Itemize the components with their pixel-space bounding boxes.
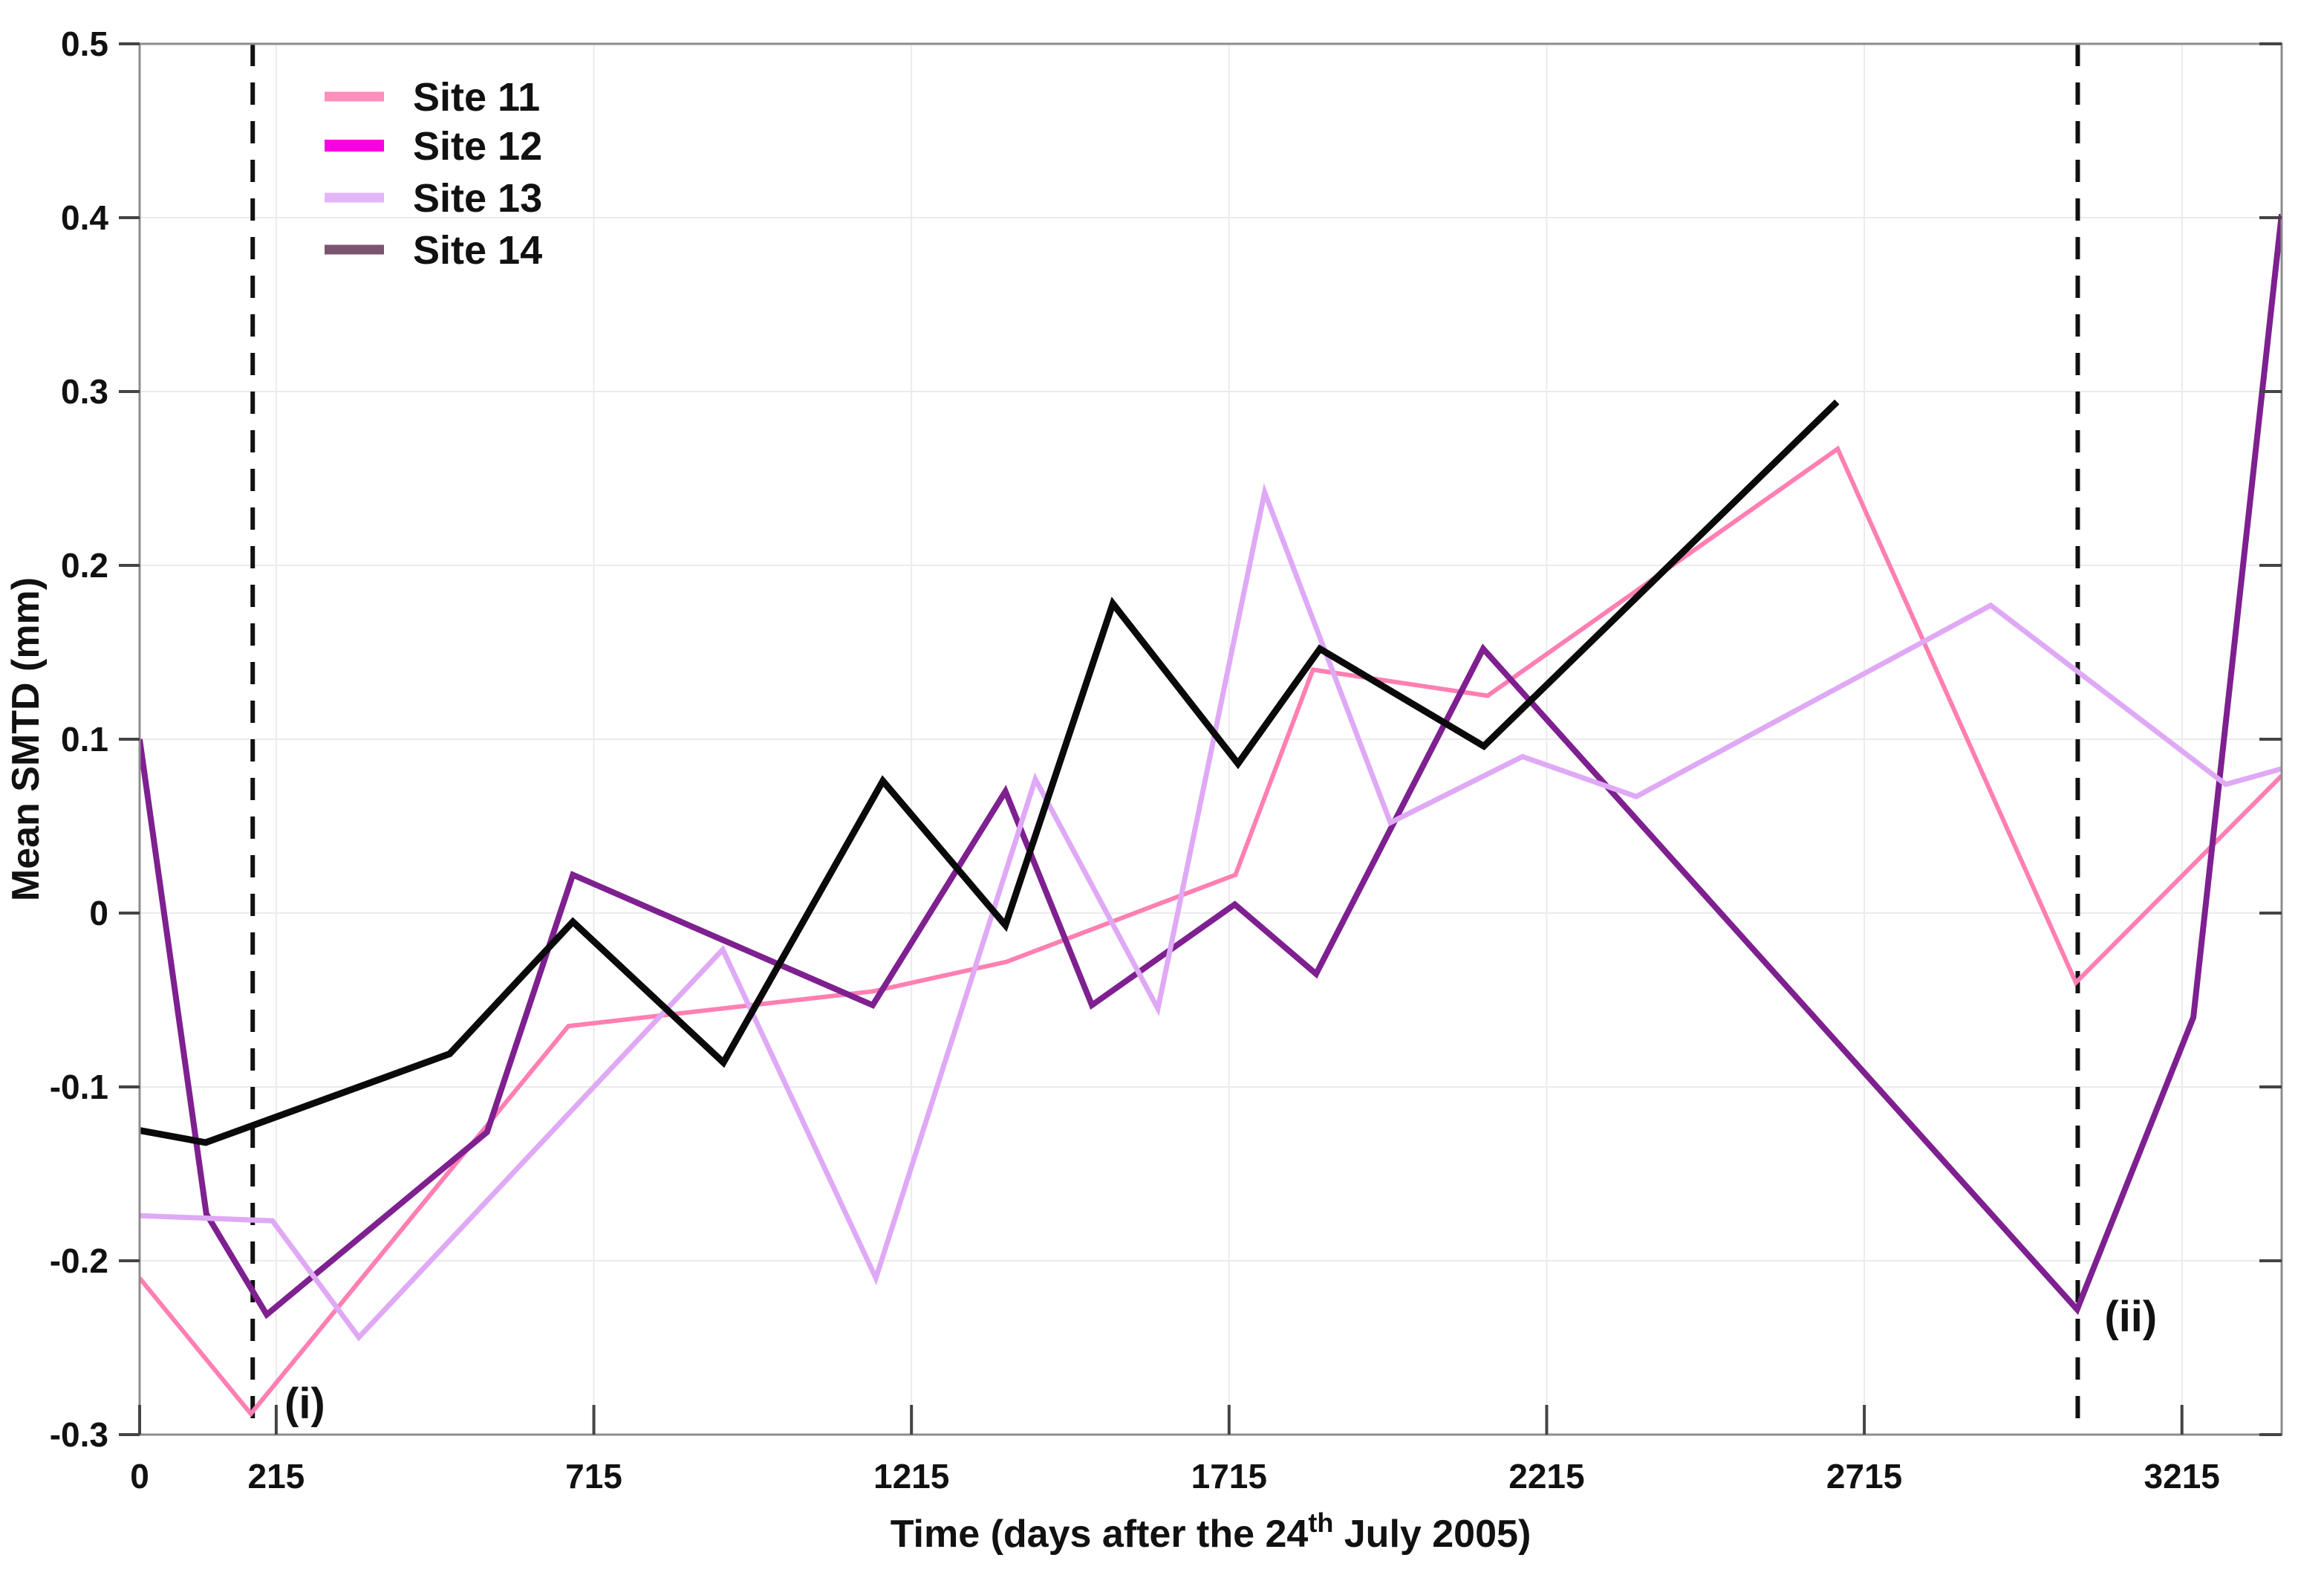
- x-axis-title: Time (days after the 24th July 2005): [891, 1507, 1532, 1556]
- series-line-site-14: [140, 399, 1840, 1146]
- annotations-group: (i) (ii): [284, 1293, 2157, 1428]
- annotation-label-ii: (ii): [2104, 1293, 2157, 1341]
- y-tick-label: 0.4: [61, 198, 108, 237]
- y-tick-label: -0.3: [50, 1415, 108, 1454]
- series-line-site-12: [140, 213, 2282, 1319]
- x-tick-label: 1715: [1191, 1457, 1267, 1496]
- x-tick-label: 715: [565, 1457, 622, 1496]
- y-tick-label: -0.2: [50, 1241, 108, 1280]
- legend-label-site-12: Site 12: [413, 124, 542, 169]
- y-tick-label: 0.2: [61, 546, 108, 585]
- series-line-site-11: [140, 445, 2282, 1418]
- legend-label-site-11: Site 11: [413, 75, 540, 120]
- x-tick-label: 1215: [873, 1457, 949, 1496]
- ticks-group: [119, 42, 2282, 1436]
- dashed-markers-group: [250, 44, 2080, 1435]
- legend-label-site-14: Site 14: [413, 228, 542, 273]
- y-axis-title: Mean SMTD (mm): [4, 577, 48, 901]
- y-tick-label: 0.1: [61, 720, 108, 759]
- x-tick-label: 0: [130, 1457, 149, 1496]
- annotation-label-i: (i): [284, 1380, 325, 1428]
- y-tick-label: 0: [89, 894, 108, 932]
- x-tick-label: 2215: [1508, 1457, 1584, 1496]
- x-tick-label: 3215: [2144, 1457, 2220, 1496]
- x-tick-label: 2715: [1826, 1457, 1902, 1496]
- series-group: [140, 213, 2282, 1418]
- x-tick-label: 215: [248, 1457, 305, 1496]
- series-line-site-13: [140, 483, 2282, 1342]
- legend-label-site-13: Site 13: [413, 176, 542, 221]
- y-tick-label: 0.3: [61, 372, 108, 411]
- y-tick-label: 0.5: [61, 25, 108, 63]
- tick-labels-group: 0 215 715 1215 1715 2215 2715 3215 0.5 0.4 0.3 0.2 0…: [50, 25, 2220, 1496]
- gridlines-group: [140, 44, 2282, 1435]
- y-tick-label: -0.1: [50, 1068, 108, 1106]
